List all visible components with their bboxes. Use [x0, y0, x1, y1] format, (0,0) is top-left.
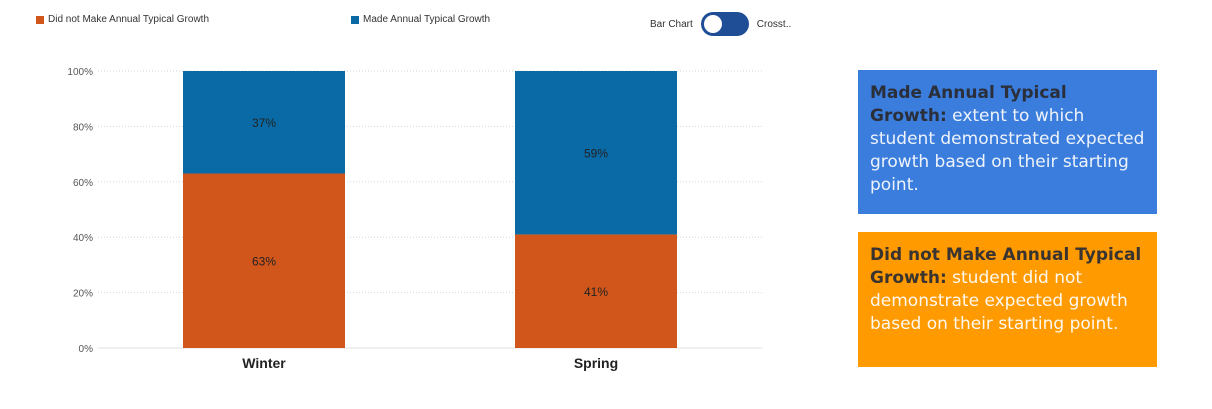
- info-box-made: Made Annual Typical Growth: extent to wh…: [858, 70, 1157, 214]
- bar-winter-series-1: [183, 71, 345, 174]
- bar-spring-series-1: [515, 71, 677, 235]
- legend-label-did-not-make: Did not Make Annual Typical Growth: [48, 14, 210, 25]
- legend-label-made: Made Annual Typical Growth: [363, 14, 491, 25]
- y-tick-label-4: 80%: [73, 122, 93, 133]
- toggle-left-label: Bar Chart: [650, 18, 693, 30]
- legend-swatch-did-not-make: [36, 15, 44, 24]
- y-tick-label-0: 0%: [79, 344, 94, 355]
- legend-item-did-not-make[interactable]: Did not Make Annual Typical Growth: [36, 14, 209, 25]
- legend-swatch-made: [351, 15, 359, 24]
- toggle-right-label: Crosst..: [756, 18, 792, 30]
- y-tick-label-3: 60%: [73, 178, 93, 189]
- data-label-winter-series-1: 37%: [252, 116, 276, 130]
- bar-winter-series-0: [183, 173, 345, 348]
- info-made-title: Made Annual Typical Growth:: [870, 83, 1067, 126]
- info-box-not-made: Did not Make Annual Typical Growth: stud…: [858, 232, 1157, 367]
- view-toggle-group: Bar Chart Crosst..: [650, 12, 791, 36]
- view-toggle-switch[interactable]: [700, 12, 749, 36]
- info-made-text: extent to which student demonstrated exp…: [870, 106, 1145, 195]
- y-tick-label-2: 40%: [73, 233, 93, 244]
- y-tick-label-1: 20%: [73, 289, 93, 300]
- y-tick-label-5: 100%: [67, 67, 93, 78]
- data-label-winter-series-0: 63%: [252, 255, 276, 269]
- stacked-bar-chart: 0% 20% 40% 60% 80% 100% 63% 37% Winter 41% 59% Spri…: [67, 67, 762, 371]
- info-not-made-text: student did not demonstrate expected gro…: [870, 268, 1128, 334]
- x-category-label-winter: Winter: [242, 355, 286, 371]
- x-category-label-spring: Spring: [574, 355, 618, 371]
- info-not-made-title: Did not Make Annual Typical Growth:: [870, 245, 1142, 288]
- data-label-spring-series-1: 59%: [584, 147, 608, 161]
- toggle-knob: [703, 15, 722, 33]
- bar-spring-series-0: [515, 234, 677, 348]
- legend-item-made[interactable]: Made Annual Typical Growth: [351, 14, 490, 25]
- data-label-spring-series-0: 41%: [584, 285, 608, 299]
